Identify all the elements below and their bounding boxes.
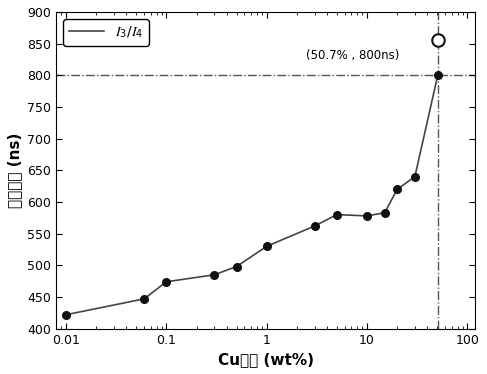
Legend: $I_3$/$I_4$: $I_3$/$I_4$ <box>63 19 149 46</box>
Y-axis label: 最佳延时 (ns): 最佳延时 (ns) <box>7 133 22 208</box>
Text: (50.7% , 800ns): (50.7% , 800ns) <box>306 49 399 62</box>
X-axis label: Cu含量 (wt%): Cu含量 (wt%) <box>218 352 314 367</box>
